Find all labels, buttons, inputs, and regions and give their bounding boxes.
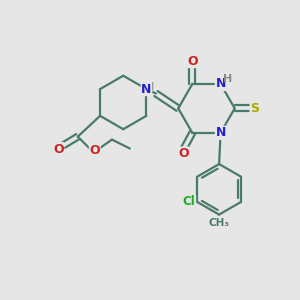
Text: N: N [141,82,152,96]
Text: Cl: Cl [183,195,196,208]
Text: O: O [89,143,100,157]
Text: S: S [250,102,259,115]
Text: O: O [178,147,189,160]
Text: N: N [215,77,226,90]
Text: H: H [145,82,154,92]
Text: CH₃: CH₃ [208,218,230,229]
Text: H: H [224,74,232,84]
Text: O: O [53,142,64,156]
Text: O: O [187,55,198,68]
Text: N: N [215,126,226,139]
